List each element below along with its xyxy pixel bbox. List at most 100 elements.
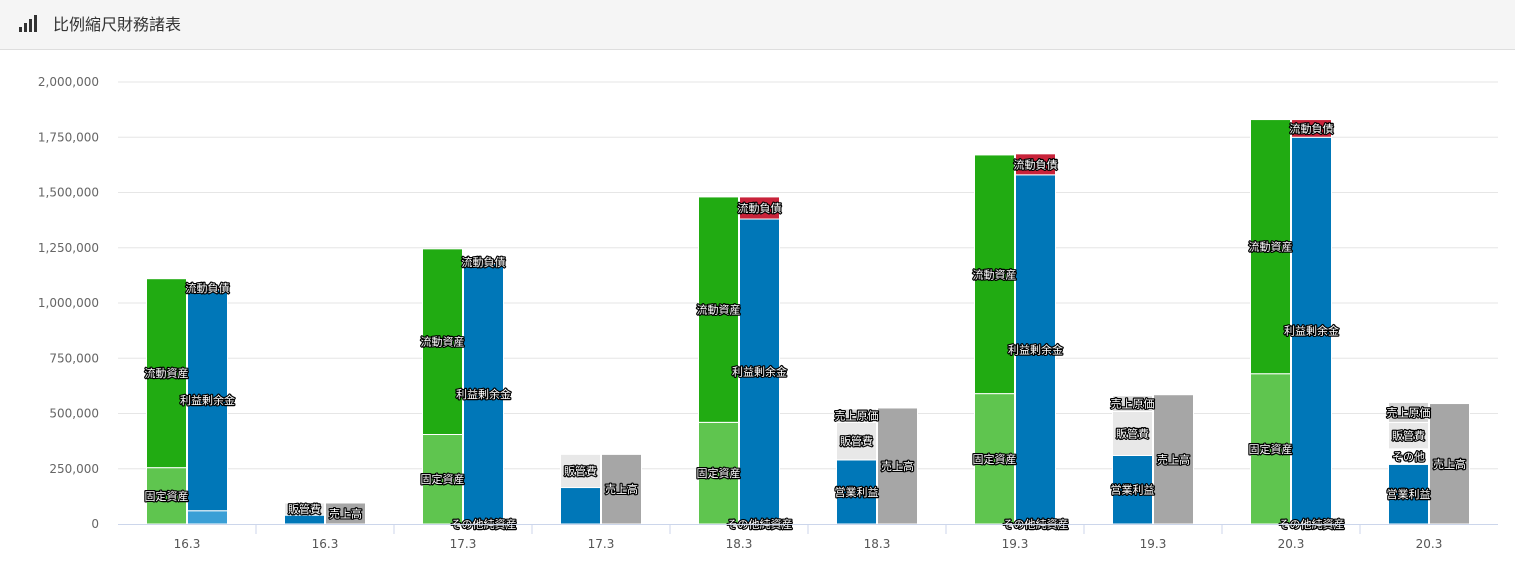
bar-segment[interactable] [1015,153,1056,176]
bar-segment[interactable] [463,263,504,525]
segment-label: 利益剰余金 [456,387,511,401]
segment-label: 営業利益 [1387,487,1431,501]
chart-area: 固定資産 流動資産 利益剰余金 流動負債 販管費 売上高 固定資産 流動資産 その他純資産 利益剰… [0,51,1515,558]
y-tick-label: 1,250,000 [38,241,99,255]
segment-label: 流動負債 [1290,121,1334,135]
bar-segment[interactable] [1015,174,1056,525]
x-tick-label: 20.3 [1416,537,1443,551]
bar-segment[interactable] [560,487,601,525]
x-tick-label: 18.3 [864,537,891,551]
bar-segment[interactable] [1429,403,1470,525]
bar-segment[interactable] [836,421,877,461]
bar-segment[interactable] [463,261,504,265]
bar-segment[interactable] [187,289,228,512]
segment-label: 販管費 [564,464,597,478]
segment-label: 売上高 [329,507,362,521]
segment-label: 流動負債 [462,255,506,269]
bar-segment[interactable] [1112,410,1153,456]
segment-label: 販管費 [288,502,321,516]
bar-segment[interactable] [1112,454,1153,525]
grid-lines [118,81,1498,470]
bar-segment[interactable] [601,453,642,525]
bar-segment[interactable] [422,248,463,435]
segment-label: その他 [1392,451,1425,464]
segment-label: 利益剰余金 [732,365,787,379]
bar-segment[interactable] [877,407,918,525]
segment-label: 固定資産 [145,489,189,503]
segment-label: 売上原価 [835,410,879,423]
bar-segment[interactable] [1112,395,1153,412]
bar-segment[interactable] [836,459,877,525]
x-tick-label: 17.3 [588,537,615,551]
bar-segment[interactable] [284,502,325,516]
segment-label: 売上原価 [1387,406,1431,419]
panel-title: 比例縮尺財務諸表 [53,15,182,34]
segment-label: 固定資産 [421,472,465,486]
bar-segment[interactable] [146,467,187,525]
x-tick-label: 17.3 [450,537,477,551]
segment-label: 販管費 [1116,426,1149,440]
bar-segment[interactable] [739,196,780,220]
bar-chart-icon [19,15,37,32]
y-tick-label: 0 [91,517,99,531]
segment-label: 流動資産 [145,366,189,380]
segment-label: 流動負債 [738,201,782,215]
segment-label: 流動負債 [1014,157,1058,171]
bar-segment[interactable] [974,393,1015,525]
y-tick-label: 250,000 [49,462,99,476]
bar-segment[interactable] [187,287,228,291]
bar-segment[interactable] [1291,136,1332,525]
segment-label: 流動負債 [186,281,230,295]
bar-segment[interactable] [1388,463,1429,525]
bars [146,119,1470,525]
segment-label: 売上高 [605,482,638,496]
segment-label: 流動資産 [421,335,465,349]
segment-label: 売上高 [1157,452,1190,466]
bar-segment[interactable] [1250,119,1291,375]
segment-label: 売上高 [881,459,914,473]
segment-label: 流動資産 [1249,240,1293,254]
segment-label: 販管費 [840,434,873,448]
segment-label: 販管費 [1392,429,1425,443]
y-tick-label: 1,000,000 [38,296,99,310]
bar-segment[interactable] [739,218,780,525]
segment-label: 固定資産 [697,466,741,480]
panel-header: 比例縮尺財務諸表 [0,0,1515,50]
x-tick-label: 16.3 [312,537,339,551]
x-tick-label: 16.3 [174,537,201,551]
bar-segment[interactable] [974,154,1015,395]
segment-label: 利益剰余金 [1284,324,1339,338]
segment-label: 売上高 [1433,457,1466,471]
axes: 0 250,000 500,000 750,000 1,000,000 1,250,000… [38,75,1498,551]
bar-segment[interactable] [422,433,463,525]
segment-label: 売上原価 [1111,398,1155,411]
y-tick-label: 1,500,000 [38,186,99,200]
y-tick-label: 1,750,000 [38,130,99,144]
bar-segment[interactable] [1388,421,1429,450]
bar-segment[interactable] [1291,119,1332,138]
segment-label: 利益剰余金 [180,393,235,407]
x-tick-label: 19.3 [1140,537,1167,551]
segment-label: 固定資産 [973,452,1017,466]
bar-segment[interactable] [560,453,601,489]
segment-label: 利益剰余金 [1008,342,1063,356]
bar-segment[interactable] [187,510,228,525]
y-tick-label: 500,000 [49,407,99,421]
bar-segment[interactable] [284,514,325,525]
segment-label: 固定資産 [1249,442,1293,456]
y-tick-label: 750,000 [49,351,99,365]
bar-segment[interactable] [698,196,739,423]
bar-segment[interactable] [1153,394,1194,525]
segment-label: 営業利益 [1111,483,1155,497]
segment-label: 流動資産 [973,267,1017,281]
y-tick-label: 2,000,000 [38,75,99,89]
segment-label: 営業利益 [835,485,879,499]
bar-segment[interactable] [1250,373,1291,525]
bar-segment[interactable] [1388,401,1429,423]
bar-segment[interactable] [146,278,187,469]
segment-label: 流動資産 [697,303,741,317]
bar-segment[interactable] [836,408,877,423]
x-tick-label: 18.3 [726,537,753,551]
x-tick-label: 19.3 [1002,537,1029,551]
